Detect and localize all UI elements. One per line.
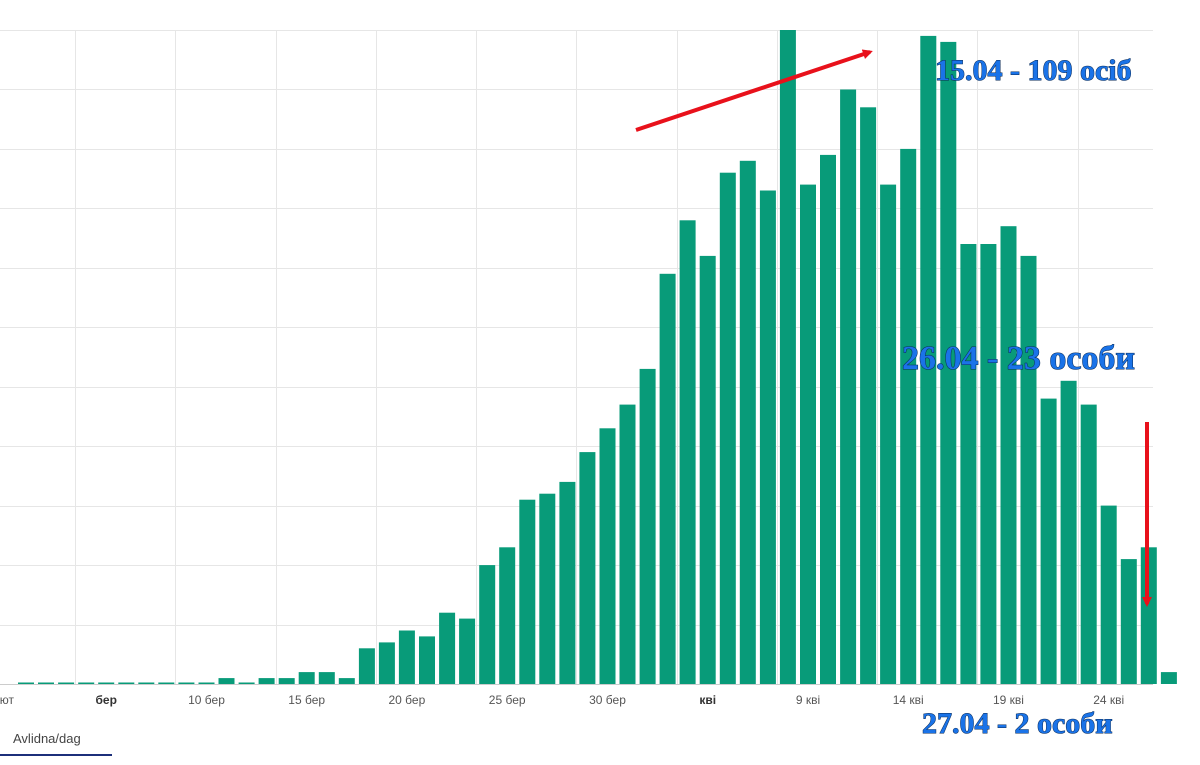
grid [0, 30, 1153, 685]
bar[interactable] [1120, 559, 1137, 684]
annotations: 15.04 - 109 осіб 26.04 - 23 особи 27.04 … [635, 49, 1152, 741]
bar[interactable] [960, 244, 977, 684]
bar[interactable] [559, 481, 576, 684]
x-tick-label: лют [0, 693, 15, 707]
bar[interactable] [358, 648, 375, 684]
bar[interactable] [579, 452, 596, 684]
bar[interactable] [1000, 226, 1017, 684]
bar[interactable] [118, 682, 135, 685]
bar[interactable] [138, 682, 155, 685]
bar[interactable] [900, 148, 917, 684]
bar[interactable] [158, 682, 175, 685]
bar[interactable] [258, 678, 275, 684]
bar[interactable] [58, 682, 75, 685]
bar[interactable] [338, 678, 355, 684]
x-tick-label: 19 кві [993, 693, 1024, 707]
bar[interactable] [78, 682, 95, 685]
bar[interactable] [840, 89, 857, 685]
bar[interactable] [880, 184, 897, 684]
trend-arrow-up [635, 49, 873, 132]
bar[interactable] [980, 244, 997, 684]
bar[interactable] [679, 220, 696, 685]
x-tick-label: кві [699, 693, 716, 707]
bars [18, 30, 1177, 685]
bar[interactable] [479, 565, 496, 684]
x-tick-label: бер [95, 693, 116, 707]
x-tick-label: 20 бер [389, 693, 426, 707]
x-tick-label: 25 бер [489, 693, 526, 707]
bar[interactable] [278, 678, 295, 684]
x-tick-label: 24 кві [1093, 693, 1124, 707]
bar[interactable] [1140, 547, 1157, 684]
bar[interactable] [398, 630, 415, 685]
bar[interactable] [499, 547, 516, 684]
bar[interactable] [459, 618, 476, 684]
bar[interactable] [639, 368, 656, 684]
bar[interactable] [719, 172, 736, 684]
tab-active-indicator [0, 754, 112, 756]
bar[interactable] [1060, 380, 1077, 684]
bar[interactable] [1040, 398, 1057, 684]
bar[interactable] [940, 41, 957, 684]
bar[interactable] [820, 154, 836, 684]
bar[interactable] [599, 428, 616, 684]
bar[interactable] [759, 190, 776, 685]
bar[interactable] [178, 682, 195, 685]
x-tick-label: 10 бер [188, 693, 225, 707]
bar[interactable] [198, 682, 215, 685]
tab-label: Avlidna/dag [13, 731, 81, 746]
bar[interactable] [1020, 255, 1037, 684]
bar[interactable] [1080, 404, 1097, 684]
bar[interactable] [779, 30, 796, 684]
x-tick-label: 30 бер [589, 693, 626, 707]
bar[interactable] [739, 160, 756, 685]
tab-deaths-per-day[interactable]: Avlidna/dag [0, 726, 112, 756]
x-axis: лют бер 10 бер 15 бер 20 бер 25 бер 30 бер кві 9… [0, 693, 1124, 707]
bar[interactable] [18, 682, 34, 685]
bar[interactable] [318, 672, 335, 684]
x-tick-label: 9 кві [796, 693, 820, 707]
bar[interactable] [419, 636, 435, 684]
bar[interactable] [920, 35, 937, 684]
bar[interactable] [1160, 672, 1177, 684]
bar[interactable] [98, 682, 115, 685]
bar[interactable] [238, 682, 255, 685]
bar[interactable] [38, 682, 54, 685]
bar[interactable] [1100, 505, 1117, 684]
bar[interactable] [860, 107, 877, 685]
x-tick-label: 15 бер [288, 693, 325, 707]
annotation-27-04: 27.04 - 2 особи [922, 707, 1113, 740]
bar[interactable] [699, 255, 716, 684]
x-tick-label: 14 кві [893, 693, 924, 707]
bar[interactable] [539, 493, 556, 684]
annotation-peak: 15.04 - 109 осіб [935, 54, 1132, 87]
bar[interactable] [519, 499, 536, 684]
bar[interactable] [218, 678, 235, 684]
bar[interactable] [298, 672, 315, 684]
bar[interactable] [619, 404, 636, 684]
bar[interactable] [659, 273, 676, 684]
annotation-26-04: 26.04 - 23 особи [902, 340, 1135, 377]
bar[interactable] [439, 612, 456, 684]
bar[interactable] [378, 642, 395, 684]
bar[interactable] [800, 184, 816, 684]
